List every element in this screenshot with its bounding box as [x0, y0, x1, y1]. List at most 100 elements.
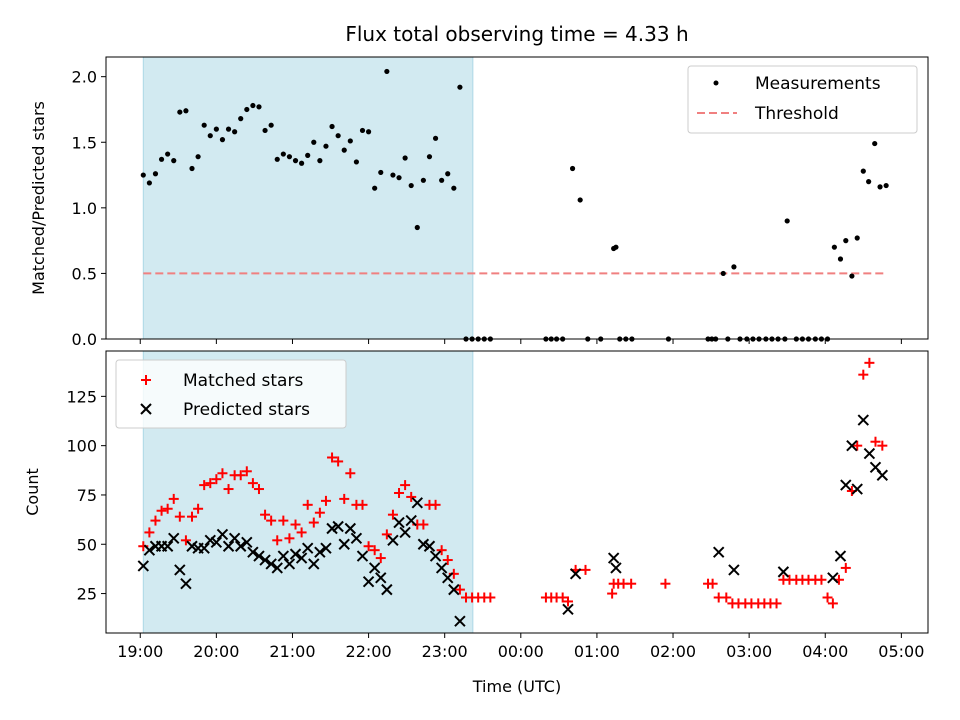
top-legend: Measurements Threshold: [687, 65, 918, 134]
top-plot-frame: [105, 56, 929, 340]
measurement-point: [365, 129, 372, 135]
predicted-star-point: [308, 558, 320, 570]
matched-star-point: [235, 470, 246, 481]
top-y-axis-label: Matched/Predicted stars: [29, 101, 48, 295]
predicted-star-point: [314, 546, 326, 558]
predicted-star-point: [562, 603, 574, 616]
measurement-point: [268, 122, 274, 128]
top-observing-window: [142, 56, 474, 340]
predicted-star-point: [277, 550, 290, 562]
predicted-star-point: [448, 583, 460, 596]
predicted-star-point: [834, 550, 847, 562]
predicted-star-point: [210, 536, 223, 548]
matched-star-point: [260, 509, 271, 520]
matched-star-point: [308, 517, 319, 528]
top-y-ticks: 0.0 0.5 1.0 1.5 2.0: [72, 68, 106, 349]
matched-star-point: [454, 584, 465, 595]
measurement-point: [317, 158, 323, 164]
predicted-star-point: [362, 576, 375, 588]
matched-star-point: [205, 478, 216, 489]
predicted-star-point: [423, 540, 436, 552]
measurement-point: [420, 177, 426, 183]
measurement-point: [171, 158, 177, 164]
y-tick-label: 25: [77, 585, 97, 604]
predicted-star-point: [137, 560, 150, 572]
matched-star-point: [211, 474, 222, 485]
measurement-point: [219, 137, 226, 143]
measurement-point: [140, 172, 146, 178]
predicted-star-point: [241, 536, 253, 548]
predicted-star-point: [344, 522, 357, 535]
matched-star-point: [840, 562, 851, 573]
predicted-star-point: [607, 552, 620, 564]
x-tick-label: 03:00: [726, 642, 772, 661]
predicted-star-point: [265, 558, 277, 570]
top-shade-layer: [142, 56, 474, 340]
y-tick-label: 0.0: [72, 330, 97, 349]
matched-star-point: [363, 541, 374, 552]
measurement-point: [292, 158, 299, 164]
matched-star-point: [174, 511, 185, 522]
matched-star-point: [150, 515, 161, 526]
x-tick-label: 20:00: [193, 642, 239, 661]
matched-star-point: [877, 440, 888, 451]
measurement-point: [299, 160, 305, 166]
matched-star-point: [430, 499, 441, 510]
measurement-point: [195, 154, 201, 160]
matched-star-point: [302, 499, 313, 510]
x-tick-label: 22:00: [346, 642, 392, 661]
predicted-star-point: [283, 558, 296, 570]
measurement-point: [158, 156, 165, 162]
matched-star-point: [852, 440, 863, 451]
bottom-legend-box: [115, 359, 347, 429]
legend-predicted-label: Predicted stars: [183, 400, 310, 420]
measurement-point: [843, 238, 849, 244]
matched-star-point: [827, 598, 838, 609]
matched-star-point: [253, 484, 264, 495]
legend-plus-glyph: [141, 375, 151, 385]
bottom-legend: Matched stars Predicted stars: [115, 359, 347, 429]
x-tick-label: 23:00: [422, 642, 468, 661]
matched-star-point: [339, 493, 350, 504]
matched-star-point: [217, 468, 228, 479]
matched-star-point: [406, 491, 417, 502]
matched-star-point: [278, 515, 289, 526]
measurement-point: [177, 109, 183, 115]
measurement-point: [372, 185, 378, 191]
predicted-star-point: [840, 479, 852, 491]
measurement-point: [731, 264, 737, 270]
matched-star-point: [660, 578, 671, 589]
matched-star-point: [156, 505, 167, 516]
chart-title: Flux total observing time = 4.33 h: [345, 22, 688, 46]
measurement-point: [213, 126, 219, 132]
measurement-point: [860, 168, 866, 174]
predicted-star-point: [454, 615, 466, 627]
x-tick-label: 02:00: [650, 642, 696, 661]
x-tick-label: 05:00: [878, 642, 924, 661]
measurement-point: [445, 171, 451, 177]
measurement-point: [837, 256, 844, 262]
matched-star-point: [626, 578, 637, 589]
predicted-star-point: [295, 552, 308, 564]
matched-star-point: [562, 596, 573, 607]
predicted-star-point: [289, 548, 302, 560]
predicted-star-point: [143, 544, 156, 556]
predicted-star-point: [863, 447, 876, 460]
measurement-point: [378, 169, 384, 176]
y-tick-label: 100: [66, 437, 97, 456]
measurement-point: [613, 244, 619, 250]
predicted-star-point: [368, 562, 381, 574]
matched-star-point: [223, 484, 234, 495]
matched-star-point: [314, 507, 325, 518]
matched-star-point: [436, 545, 447, 556]
x-tick-label: 19:00: [117, 642, 163, 661]
measurement-point: [244, 106, 250, 113]
matched-star-point: [864, 357, 875, 368]
measurement-point: [390, 172, 396, 178]
predicted-star-point: [356, 550, 369, 562]
measurement-point: [384, 68, 390, 75]
matched-star-point: [400, 480, 411, 491]
measurement-point: [720, 270, 726, 277]
x-tick-label: 01:00: [574, 642, 620, 661]
legend-measurement-marker: [713, 80, 719, 86]
